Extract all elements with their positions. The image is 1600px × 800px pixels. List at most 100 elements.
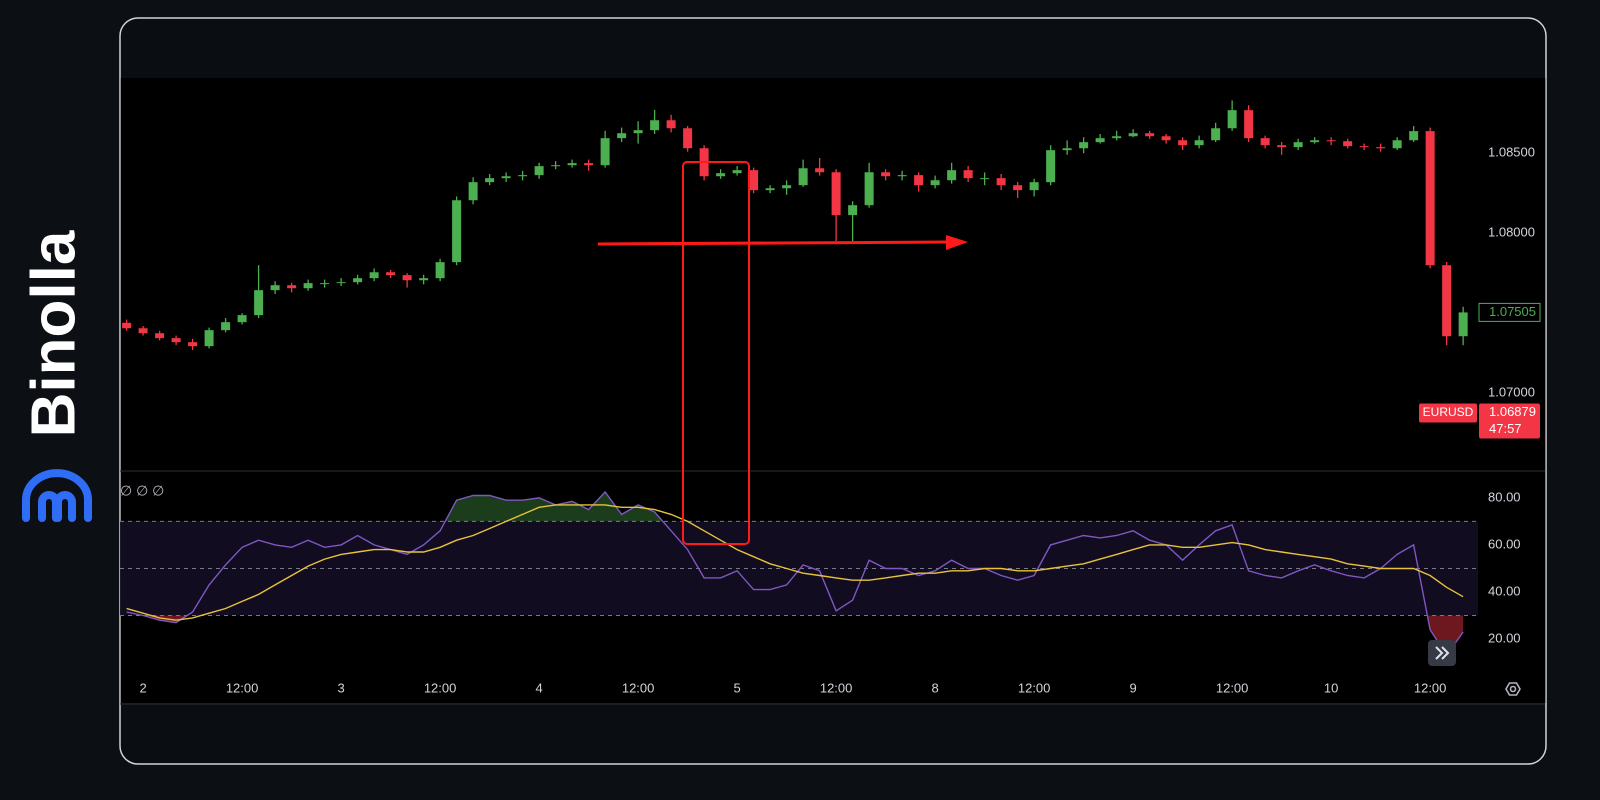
brand-logo	[22, 469, 92, 522]
candle-body	[254, 290, 264, 316]
candle-body	[402, 275, 412, 281]
x-tick-label: 5	[734, 680, 741, 695]
candle-body	[996, 178, 1006, 186]
settings-icon[interactable]	[1505, 682, 1521, 696]
x-tick-label: 12:00	[1018, 680, 1051, 695]
candle-body	[584, 163, 594, 166]
x-tick-label: 9	[1130, 680, 1137, 695]
candle-body	[1095, 138, 1105, 143]
rsi-tick-label: 60.00	[1488, 536, 1521, 551]
candle-body	[897, 175, 907, 177]
candle-body	[864, 172, 874, 206]
candle-body	[815, 168, 825, 173]
candle-body	[798, 168, 808, 186]
candle-body	[1161, 136, 1171, 141]
y-tick-label: 1.07000	[1488, 385, 1535, 400]
candle-body	[171, 338, 181, 343]
scroll-button[interactable]	[1428, 640, 1456, 666]
candle-body	[683, 128, 693, 149]
candle-body	[782, 185, 792, 189]
candle-body	[1376, 147, 1386, 149]
candle-body	[287, 285, 297, 289]
candle-body	[1326, 140, 1336, 142]
candle-body	[1227, 110, 1237, 129]
candle-body	[138, 328, 148, 334]
x-tick-label: 3	[337, 680, 344, 695]
x-tick-label: 12:00	[1216, 680, 1249, 695]
candle-body	[1178, 140, 1188, 146]
candle-body	[732, 170, 742, 174]
candle-body	[1442, 265, 1452, 337]
candle-body	[353, 278, 363, 283]
candle-body	[1260, 138, 1270, 146]
candle-body	[600, 138, 610, 166]
candle-body	[1458, 312, 1468, 337]
x-tick-label: 12:00	[226, 680, 259, 695]
candle-body	[914, 175, 924, 186]
candle-body	[369, 272, 379, 279]
x-tick-label: 12:00	[622, 680, 655, 695]
arrow-head	[946, 235, 968, 250]
candle-body	[501, 176, 511, 179]
candle-body	[551, 165, 561, 167]
candle-body	[485, 178, 495, 183]
candle-body	[633, 130, 643, 134]
highlight-box	[682, 161, 750, 545]
arrow-line	[597, 240, 951, 246]
candle-body	[831, 172, 841, 216]
candle-body	[716, 173, 726, 177]
y-tick-label: 1.08500	[1488, 145, 1535, 160]
candle-body	[270, 285, 280, 291]
candle-body	[435, 262, 445, 279]
candle-body	[303, 283, 313, 289]
symbol-label: EURUSD	[1423, 405, 1474, 419]
candle-body	[221, 322, 231, 331]
candle-body	[1112, 136, 1122, 139]
last-price-label: 1.07505	[1489, 304, 1536, 319]
x-tick-label: 12:00	[1414, 680, 1447, 695]
candle-body	[848, 205, 858, 216]
candle-body	[336, 282, 346, 284]
plot: 2 12:00 3 12:00 4 12:00 5 12:00 8 12:00 9 12:00 10 12…	[120, 100, 1541, 695]
candle-body	[1343, 141, 1353, 147]
candle-body	[963, 170, 973, 179]
candle-body	[1392, 140, 1402, 149]
x-tick-label: 10	[1324, 680, 1338, 695]
candle-body	[1079, 142, 1089, 149]
candle-body	[1194, 140, 1204, 146]
candle-body	[1293, 142, 1303, 148]
candle-body	[881, 172, 891, 177]
candle-body	[1013, 185, 1023, 191]
countdown-label: 47:57	[1489, 421, 1522, 436]
rsi-overbought-fill	[445, 492, 663, 522]
candle-body	[1145, 133, 1155, 137]
candle-body	[419, 278, 429, 281]
candle-body	[320, 283, 330, 285]
brand-name: Binolla	[19, 230, 88, 437]
rsi-tick-label: 80.00	[1488, 489, 1521, 504]
candle-body	[155, 333, 165, 339]
current-price-label: 1.06879	[1489, 404, 1536, 419]
candle-body	[650, 120, 660, 131]
candle-body	[666, 120, 676, 129]
candle-body	[930, 180, 940, 186]
candle-body	[1244, 110, 1254, 139]
candle-body	[518, 175, 528, 177]
rsi-tick-label: 20.00	[1488, 630, 1521, 645]
last-price-box	[1478, 302, 1541, 322]
indicator-values: ∅ ∅ ∅	[120, 483, 164, 499]
candle-body	[1211, 128, 1221, 141]
x-tick-label: 4	[535, 680, 542, 695]
candle-body	[534, 166, 544, 176]
candle-body	[1359, 146, 1369, 148]
x-tick-label: 12:00	[820, 680, 853, 695]
candle-body	[765, 188, 775, 191]
x-tick-label: 2	[139, 680, 146, 695]
candle-body	[749, 170, 759, 191]
candle-body	[204, 330, 214, 347]
candle-body	[468, 182, 478, 201]
y-tick-label: 1.08000	[1488, 225, 1535, 240]
candle-body	[567, 163, 577, 166]
